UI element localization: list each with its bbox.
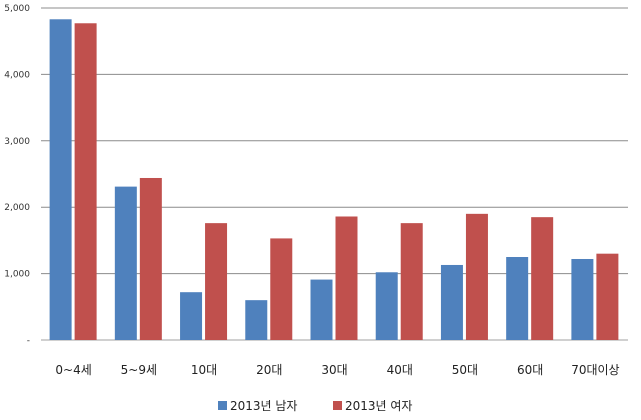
- x-category-label: 60대: [517, 363, 543, 377]
- y-axis-tick-labels: - 1,000 2,000 3,000 4,000 5,000: [4, 4, 30, 346]
- bar-male-1: [114, 186, 137, 340]
- bar-male-4: [310, 279, 333, 340]
- bar-male-6: [440, 264, 463, 340]
- x-category-label: 5~9세: [121, 363, 157, 377]
- bar-male-0: [49, 19, 72, 341]
- y-tick-label: -: [27, 336, 30, 346]
- bar-female-8: [596, 253, 619, 340]
- bar-female-0: [74, 23, 97, 340]
- gridlines: [41, 7, 628, 341]
- y-tick-label: 5,000: [4, 4, 30, 14]
- bar-female-1: [139, 177, 162, 340]
- bar-female-6: [465, 213, 488, 340]
- x-axis-category-labels: 0~4세 5~9세 10대 20대 30대 40대 50대 60대 70대이상: [55, 363, 619, 377]
- bar-female-7: [531, 217, 554, 340]
- x-category-label: 10대: [191, 363, 217, 377]
- y-tick-label: 4,000: [4, 70, 30, 80]
- legend-label: 2013년 남자: [230, 399, 297, 413]
- x-category-label: 70대이상: [571, 363, 619, 377]
- y-tick-label: 3,000: [4, 137, 30, 147]
- legend: 2013년 남자 2013년 여자: [218, 399, 412, 413]
- bar-female-4: [335, 216, 358, 340]
- y-tick-label: 1,000: [4, 270, 30, 280]
- bar-male-8: [571, 258, 594, 340]
- bar-male-2: [180, 292, 203, 340]
- bar-male-3: [245, 300, 268, 340]
- x-category-label: 40대: [387, 363, 413, 377]
- bar-male-5: [375, 272, 398, 340]
- bar-female-2: [205, 223, 228, 340]
- legend-swatch: [218, 401, 227, 410]
- x-category-label: 50대: [452, 363, 478, 377]
- bar-male-7: [506, 257, 529, 340]
- y-tick-label: 2,000: [4, 203, 30, 213]
- bars: [49, 19, 619, 341]
- legend-label: 2013년 여자: [345, 399, 412, 413]
- x-category-label: 0~4세: [55, 363, 91, 377]
- bar-female-5: [400, 223, 423, 340]
- bar-female-3: [270, 238, 293, 340]
- legend-swatch: [333, 401, 342, 410]
- x-category-label: 30대: [321, 363, 347, 377]
- x-category-label: 20대: [256, 363, 282, 377]
